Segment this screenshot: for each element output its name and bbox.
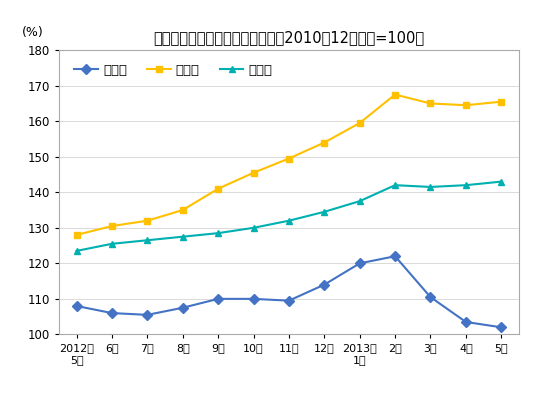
猪　肉 (286, 298, 292, 303)
猪　肉 (250, 296, 257, 301)
牛　肉 (215, 186, 221, 191)
猪　肉 (427, 295, 434, 300)
牛　肉 (392, 92, 398, 97)
牛　肉 (250, 170, 257, 175)
牛　肉 (286, 156, 292, 161)
牛　肉 (321, 140, 327, 145)
羊　肉 (215, 231, 221, 236)
羊　肉 (392, 183, 398, 188)
牛　肉 (463, 103, 469, 108)
牛　肉 (144, 218, 150, 223)
羊　肉 (356, 199, 363, 204)
牛　肉 (498, 99, 505, 104)
Legend: 猪　肉, 牛　肉, 羊　肉: 猪 肉, 牛 肉, 羊 肉 (70, 60, 277, 81)
牛　肉 (427, 101, 434, 106)
Line: 牛　肉: 牛 肉 (73, 91, 505, 238)
羊　肉 (427, 184, 434, 189)
牛　肉 (109, 224, 115, 229)
羊　肉 (144, 238, 150, 243)
牛　肉 (180, 208, 186, 213)
羊　肉 (180, 234, 186, 239)
猪　肉 (109, 311, 115, 316)
猪　肉 (180, 305, 186, 310)
羊　肉 (463, 183, 469, 188)
猪　肉 (463, 319, 469, 324)
羊　肉 (321, 209, 327, 214)
猪　肉 (73, 303, 80, 308)
猪　肉 (144, 312, 150, 317)
猪　肉 (498, 325, 505, 330)
猪　肉 (392, 254, 398, 259)
猪　肉 (215, 296, 221, 301)
羊　肉 (498, 179, 505, 184)
猪　肉 (321, 282, 327, 287)
羊　肉 (109, 241, 115, 246)
Title: 猪肉、牛肉、羊肉价格变动情况（2010年12月价格=100）: 猪肉、牛肉、羊肉价格变动情况（2010年12月价格=100） (154, 30, 424, 45)
Line: 羊　肉: 羊 肉 (73, 178, 505, 255)
羊　肉 (73, 248, 80, 253)
牛　肉 (356, 120, 363, 125)
Line: 猪　肉: 猪 肉 (73, 253, 505, 331)
猪　肉 (356, 261, 363, 266)
牛　肉 (73, 232, 80, 237)
羊　肉 (250, 225, 257, 230)
羊　肉 (286, 218, 292, 223)
Text: (%): (%) (22, 26, 44, 39)
